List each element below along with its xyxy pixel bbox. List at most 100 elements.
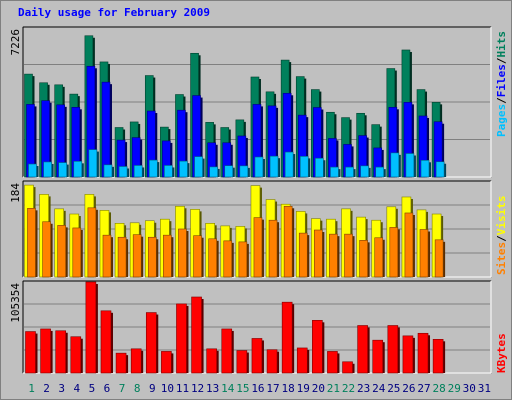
pages-bar <box>390 152 400 178</box>
x-tick-label: 29 <box>448 382 461 395</box>
pages-bar <box>405 153 415 178</box>
x-tick-label: 18 <box>282 382 295 395</box>
sites-bar <box>238 241 248 278</box>
right-label-pages-files-hits-part: Pages <box>495 104 508 137</box>
right-label-sites-visits-part: Visits <box>495 196 508 236</box>
pages-bar <box>88 149 98 178</box>
pages-bar <box>435 161 445 178</box>
pages-bar <box>345 166 354 178</box>
x-tick-label: 3 <box>58 382 65 395</box>
pages-bar <box>148 159 158 178</box>
x-tick-label: 31 <box>478 382 491 395</box>
sites-bar <box>42 221 51 278</box>
x-tick-label: 19 <box>297 382 310 395</box>
pages-bar <box>209 166 218 178</box>
kbytes-bar <box>312 320 323 374</box>
sites-bar <box>163 234 172 278</box>
kbytes-bar <box>266 349 278 374</box>
kbytes-bar <box>176 303 187 374</box>
kbytes-bar <box>115 352 127 374</box>
kbytes-bar <box>372 339 384 374</box>
sites-bar <box>223 240 233 278</box>
sites-bar <box>329 233 338 278</box>
kbytes-bar <box>70 336 82 374</box>
pages-bar <box>58 162 67 178</box>
pages-bar <box>194 156 203 178</box>
sites-bar <box>208 238 217 278</box>
x-tick-label: 20 <box>312 382 325 395</box>
kbytes-bar <box>221 328 233 374</box>
pages-bar <box>164 165 173 178</box>
kbytes-bar <box>40 328 51 374</box>
x-tick-label: 6 <box>104 382 111 395</box>
sites-bar <box>359 240 368 278</box>
right-label-pages-files-hits-part: / <box>495 57 508 64</box>
kbytes-bar <box>25 331 36 374</box>
sites-bar <box>344 233 353 278</box>
x-tick-label: 13 <box>206 382 219 395</box>
kbytes-bar <box>236 350 248 374</box>
x-tick-label: 22 <box>342 382 355 395</box>
pages-bar <box>73 161 83 178</box>
pages-bar <box>224 165 234 178</box>
sites-bar <box>283 205 293 278</box>
sites-bar <box>27 208 36 278</box>
pages-bar <box>360 165 369 178</box>
right-label-sites-visits-part: Sites <box>495 242 508 275</box>
sites-bar <box>87 207 97 278</box>
sites-bar <box>178 228 187 278</box>
kbytes-bar <box>342 361 353 374</box>
chart-title: Daily usage for February 2009 <box>18 6 211 19</box>
x-tick-label: 26 <box>402 382 415 395</box>
kbytes-bar <box>100 310 112 374</box>
right-label-kbytes-part: KBytes <box>495 333 508 373</box>
kbytes-bar <box>130 348 142 374</box>
pages-bar <box>330 166 339 178</box>
sites-bar <box>253 217 263 278</box>
sites-bar <box>298 232 308 278</box>
kbytes-bar <box>327 351 338 374</box>
pages-bar <box>269 155 279 178</box>
x-tick-label: 24 <box>372 382 386 395</box>
sites-bar <box>132 234 142 278</box>
sites-bar <box>404 212 414 278</box>
sites-bar <box>374 237 384 278</box>
kbytes-bar <box>296 347 308 374</box>
kbytes-bar <box>145 312 157 374</box>
x-tick-label: 25 <box>387 382 400 395</box>
kbytes-bar <box>251 338 263 374</box>
right-label-sites-visits-part: / <box>495 235 508 242</box>
kbytes-bar <box>161 351 172 374</box>
x-tick-label: 5 <box>89 382 96 395</box>
kbytes-bar <box>387 325 399 374</box>
kbytes-bar <box>417 332 429 374</box>
sites-bar <box>419 229 429 278</box>
sites-bar <box>57 225 66 278</box>
pages-bar <box>284 151 294 178</box>
pages-bar <box>28 163 37 178</box>
pages-bar <box>239 165 249 178</box>
x-tick-label: 11 <box>176 382 189 395</box>
kbytes-bar <box>206 348 217 374</box>
pages-bar <box>103 164 113 178</box>
pages-bar <box>375 166 385 178</box>
kbytes-bar <box>402 335 414 374</box>
y-axis-max-label: 105354 <box>9 283 22 323</box>
x-tick-label: 9 <box>149 382 156 395</box>
kbytes-bar <box>85 281 97 374</box>
kbytes-bar <box>281 301 293 374</box>
sites-bar <box>102 234 112 278</box>
right-label-kbytes: KBytes <box>495 333 508 373</box>
x-tick-label: 30 <box>463 382 476 395</box>
right-label-sites-visits: Sites/Visits <box>495 196 508 276</box>
x-tick-label: 15 <box>236 382 249 395</box>
x-tick-label: 10 <box>161 382 174 395</box>
kbytes-bar <box>55 330 66 374</box>
x-tick-label: 16 <box>251 382 264 395</box>
pages-bar <box>133 165 143 178</box>
x-tick-label: 7 <box>119 382 126 395</box>
kbytes-bar <box>432 339 444 374</box>
sites-bar <box>268 219 278 278</box>
x-tick-label: 21 <box>327 382 340 395</box>
sites-bar <box>193 235 202 278</box>
